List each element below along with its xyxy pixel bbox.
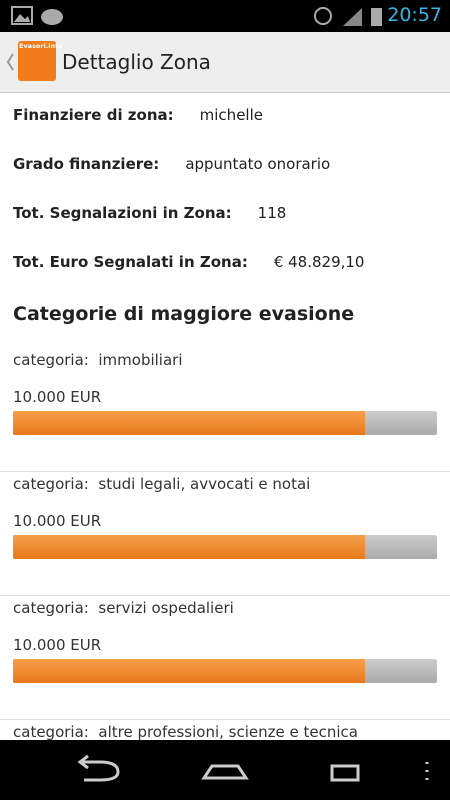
action-bar[interactable]: Evasori.info Dettaglio Zona (0, 32, 450, 93)
progress-fill (13, 411, 365, 435)
category-amount: 10.000 EUR (13, 512, 102, 530)
content: Finanziere di zona: michelle Grado finanzi… (0, 93, 450, 740)
category-label: categoria: (13, 475, 89, 493)
progress-fill (13, 535, 365, 559)
progress-bar (13, 411, 437, 435)
category-amount: 10.000 EUR (13, 636, 102, 654)
info-row: Grado finanziere: appuntato onorario (13, 155, 330, 173)
section-title: Categorie di maggiore evasione (13, 303, 355, 325)
info-value: michelle (199, 106, 263, 124)
category-name: immobiliari (98, 351, 183, 369)
screen-title: Dettaglio Zona (62, 50, 211, 74)
info-value: € 48.829,10 (273, 253, 365, 271)
info-value: 118 (257, 204, 287, 222)
category-line: categoria: studi legali, avvocati e nota… (13, 475, 310, 493)
category-name: servizi ospedalieri (98, 599, 234, 617)
nav-bar (0, 740, 450, 800)
category-item: categoria: studi legali, avvocati e nota… (0, 471, 450, 596)
category-name: altre professioni, scienze e tecnica (98, 723, 358, 740)
up-caret (6, 53, 14, 71)
category-label: categoria: (13, 723, 89, 740)
progress-bar (13, 535, 437, 559)
category-label: categoria: (13, 599, 89, 617)
logo-text: Evasori.info (19, 42, 63, 50)
category-line: categoria: altre professioni, scienze e … (13, 723, 358, 740)
progress-fill (13, 659, 365, 683)
nav-icons (77, 754, 429, 782)
category-amount: 10.000 EUR (13, 388, 102, 406)
category-line: categoria: immobiliari (13, 351, 183, 369)
info-label: Finanziere di zona: (13, 106, 174, 124)
progress-bar (13, 659, 437, 683)
recents-button[interactable] (330, 764, 360, 782)
category-name: studi legali, avvocati e notai (98, 475, 311, 493)
category-item: categoria: altre professioni, scienze e … (0, 719, 450, 740)
info-label: Tot. Euro Segnalati in Zona: (13, 253, 248, 271)
info-label: Tot. Segnalazioni in Zona: (13, 204, 232, 222)
category-item: categoria: immobiliari 10.000 EUR (0, 347, 450, 472)
category-item: categoria: servizi ospedalieri 10.000 EUR (0, 595, 450, 720)
status-icons (11, 6, 382, 26)
info-row: Tot. Euro Segnalati in Zona: € 48.829,10 (13, 253, 364, 271)
info-row: Finanziere di zona: michelle (13, 106, 263, 124)
category-line: categoria: servizi ospedalieri (13, 599, 234, 617)
category-label: categoria: (13, 351, 89, 369)
home-button[interactable] (201, 764, 249, 780)
info-row: Tot. Segnalazioni in Zona: 118 (13, 204, 286, 222)
clock: 20:57 (387, 4, 442, 26)
app-logo: Evasori.info (18, 41, 62, 81)
status-bar: 20:57 (0, 0, 450, 32)
info-label: Grado finanziere: (13, 155, 160, 173)
back-button[interactable] (77, 754, 120, 782)
info-value: appuntato onorario (185, 155, 331, 173)
